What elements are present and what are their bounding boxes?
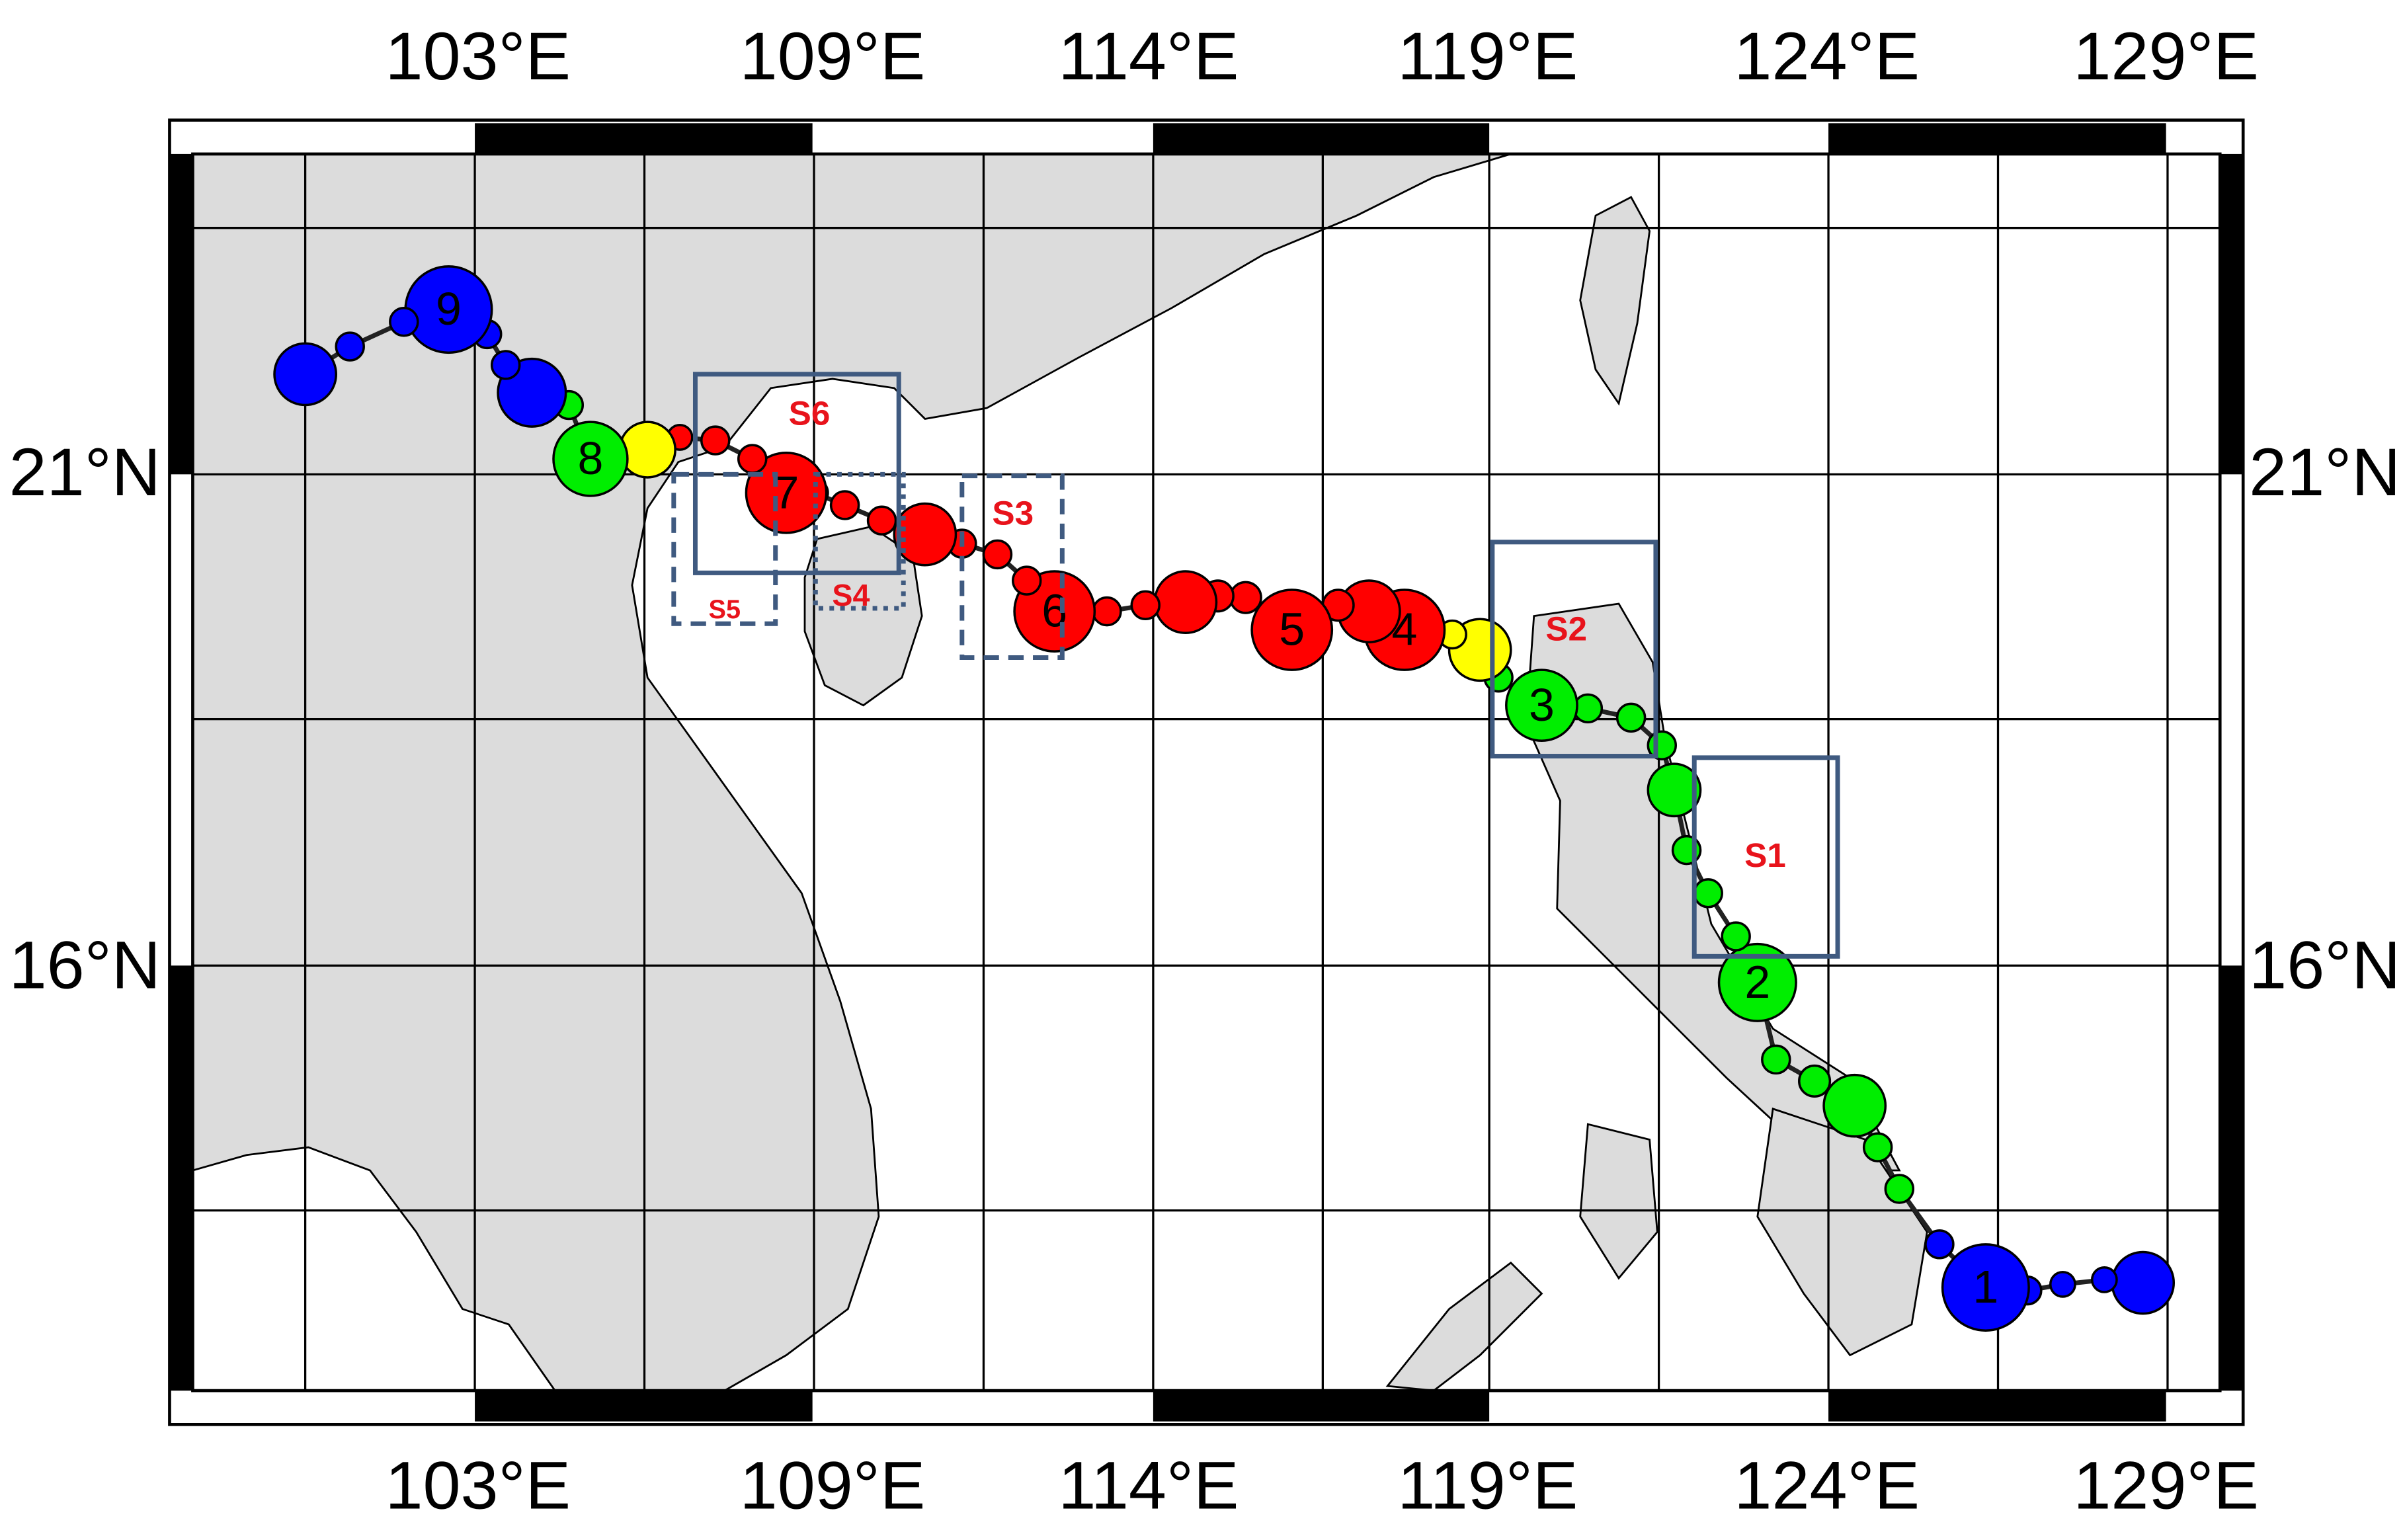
region-box — [692, 372, 901, 575]
frame-bar — [475, 123, 813, 154]
track-point — [2090, 1266, 2118, 1293]
region-box — [671, 471, 778, 626]
region-label: S2 — [1545, 610, 1587, 647]
longitude-label: 114°E — [1058, 1447, 1239, 1523]
track-point — [737, 444, 768, 474]
track-point — [745, 451, 828, 534]
track-point — [552, 421, 629, 497]
region-boxes: S1 S2 S3 S4 S5 S6 — [671, 372, 1840, 959]
track-number: 8 — [577, 432, 603, 484]
latitude-label: 21°N — [9, 434, 161, 510]
track-point — [273, 342, 337, 407]
track-point — [1822, 1073, 1887, 1138]
track-point — [1130, 590, 1161, 621]
longitude-label: 103°E — [385, 18, 571, 94]
latitude-label: 21°N — [2249, 434, 2400, 510]
track-point — [1229, 581, 1262, 614]
frame-bar — [1828, 1391, 2166, 1422]
mainland — [192, 153, 1512, 1392]
region-box — [959, 473, 1065, 660]
frame-outer — [168, 118, 2245, 1426]
frame-bar — [2220, 153, 2244, 475]
frame-bar — [169, 965, 193, 1391]
longitude-label: 124°E — [1734, 18, 1920, 94]
longitude-label: 129°E — [2073, 1447, 2259, 1523]
track-point — [982, 539, 1013, 570]
track-point — [866, 505, 897, 536]
region-label: S6 — [789, 394, 831, 432]
latitude-label: 16°N — [9, 926, 161, 1002]
region-box — [1490, 540, 1658, 759]
region-box — [1692, 755, 1840, 959]
region-box — [813, 471, 906, 611]
track-point — [1717, 942, 1797, 1022]
frame-bar — [1153, 123, 1490, 154]
track-point — [335, 331, 365, 362]
track-point — [618, 421, 676, 479]
track-number: 5 — [1279, 604, 1305, 655]
track-point — [1092, 596, 1122, 627]
track-point — [1647, 762, 1702, 818]
track-point — [1884, 1174, 1915, 1204]
track-point — [490, 350, 521, 380]
longitude-label: 109°E — [740, 1447, 926, 1523]
longitude-label: 109°E — [740, 18, 926, 94]
graticule — [192, 153, 2221, 1391]
track-point — [700, 425, 731, 456]
region-label: S1 — [1744, 836, 1786, 874]
track-point — [1505, 669, 1578, 742]
track-number: 1 — [1973, 1261, 1998, 1313]
longitude-label: 114°E — [1058, 18, 1239, 94]
latitude-label: 16°N — [2249, 926, 2400, 1002]
longitude-label: 124°E — [1734, 1447, 1920, 1523]
region-label: S4 — [832, 578, 870, 612]
mindoro — [1579, 1123, 1658, 1280]
track-number: 3 — [1529, 679, 1555, 731]
track-point — [893, 502, 958, 567]
track-point — [2111, 1250, 2176, 1315]
track-point — [1761, 1044, 1791, 1075]
longitude-label: 119°E — [1397, 18, 1578, 94]
track-point — [1011, 565, 1042, 596]
axis-labels: 103°E 103°E 109°E 109°E 114°E 114°E 119°E 119°E… — [9, 18, 2401, 1523]
map-frame — [168, 118, 2245, 1426]
taiwan — [1579, 196, 1651, 406]
track-number: 4 — [1391, 604, 1417, 655]
track-point — [1615, 702, 1647, 733]
track-point — [1941, 1243, 2030, 1332]
region-label: S5 — [709, 595, 741, 624]
track-point — [389, 307, 419, 337]
longitude-label: 103°E — [385, 1447, 571, 1523]
frame-bar — [1828, 123, 2166, 154]
track-point — [1572, 693, 1604, 724]
track-point — [1862, 1132, 1893, 1162]
frame-bar — [169, 153, 193, 475]
longitude-label: 129°E — [2073, 18, 2259, 94]
track-point — [1721, 921, 1751, 952]
track-point — [2049, 1271, 2076, 1298]
track-point — [1693, 878, 1723, 909]
track-point — [1153, 570, 1218, 634]
track-point — [829, 490, 860, 520]
region-label: S3 — [992, 495, 1034, 532]
longitude-label: 119°E — [1397, 1447, 1578, 1523]
track-number: 2 — [1744, 956, 1770, 1008]
frame-bar — [475, 1391, 813, 1422]
track-point — [1798, 1064, 1832, 1098]
track-number: 9 — [436, 283, 462, 335]
track-point — [1250, 588, 1334, 671]
frame-bar — [1153, 1391, 1490, 1422]
track-point — [1924, 1229, 1955, 1260]
frame-bar — [2220, 965, 2244, 1391]
